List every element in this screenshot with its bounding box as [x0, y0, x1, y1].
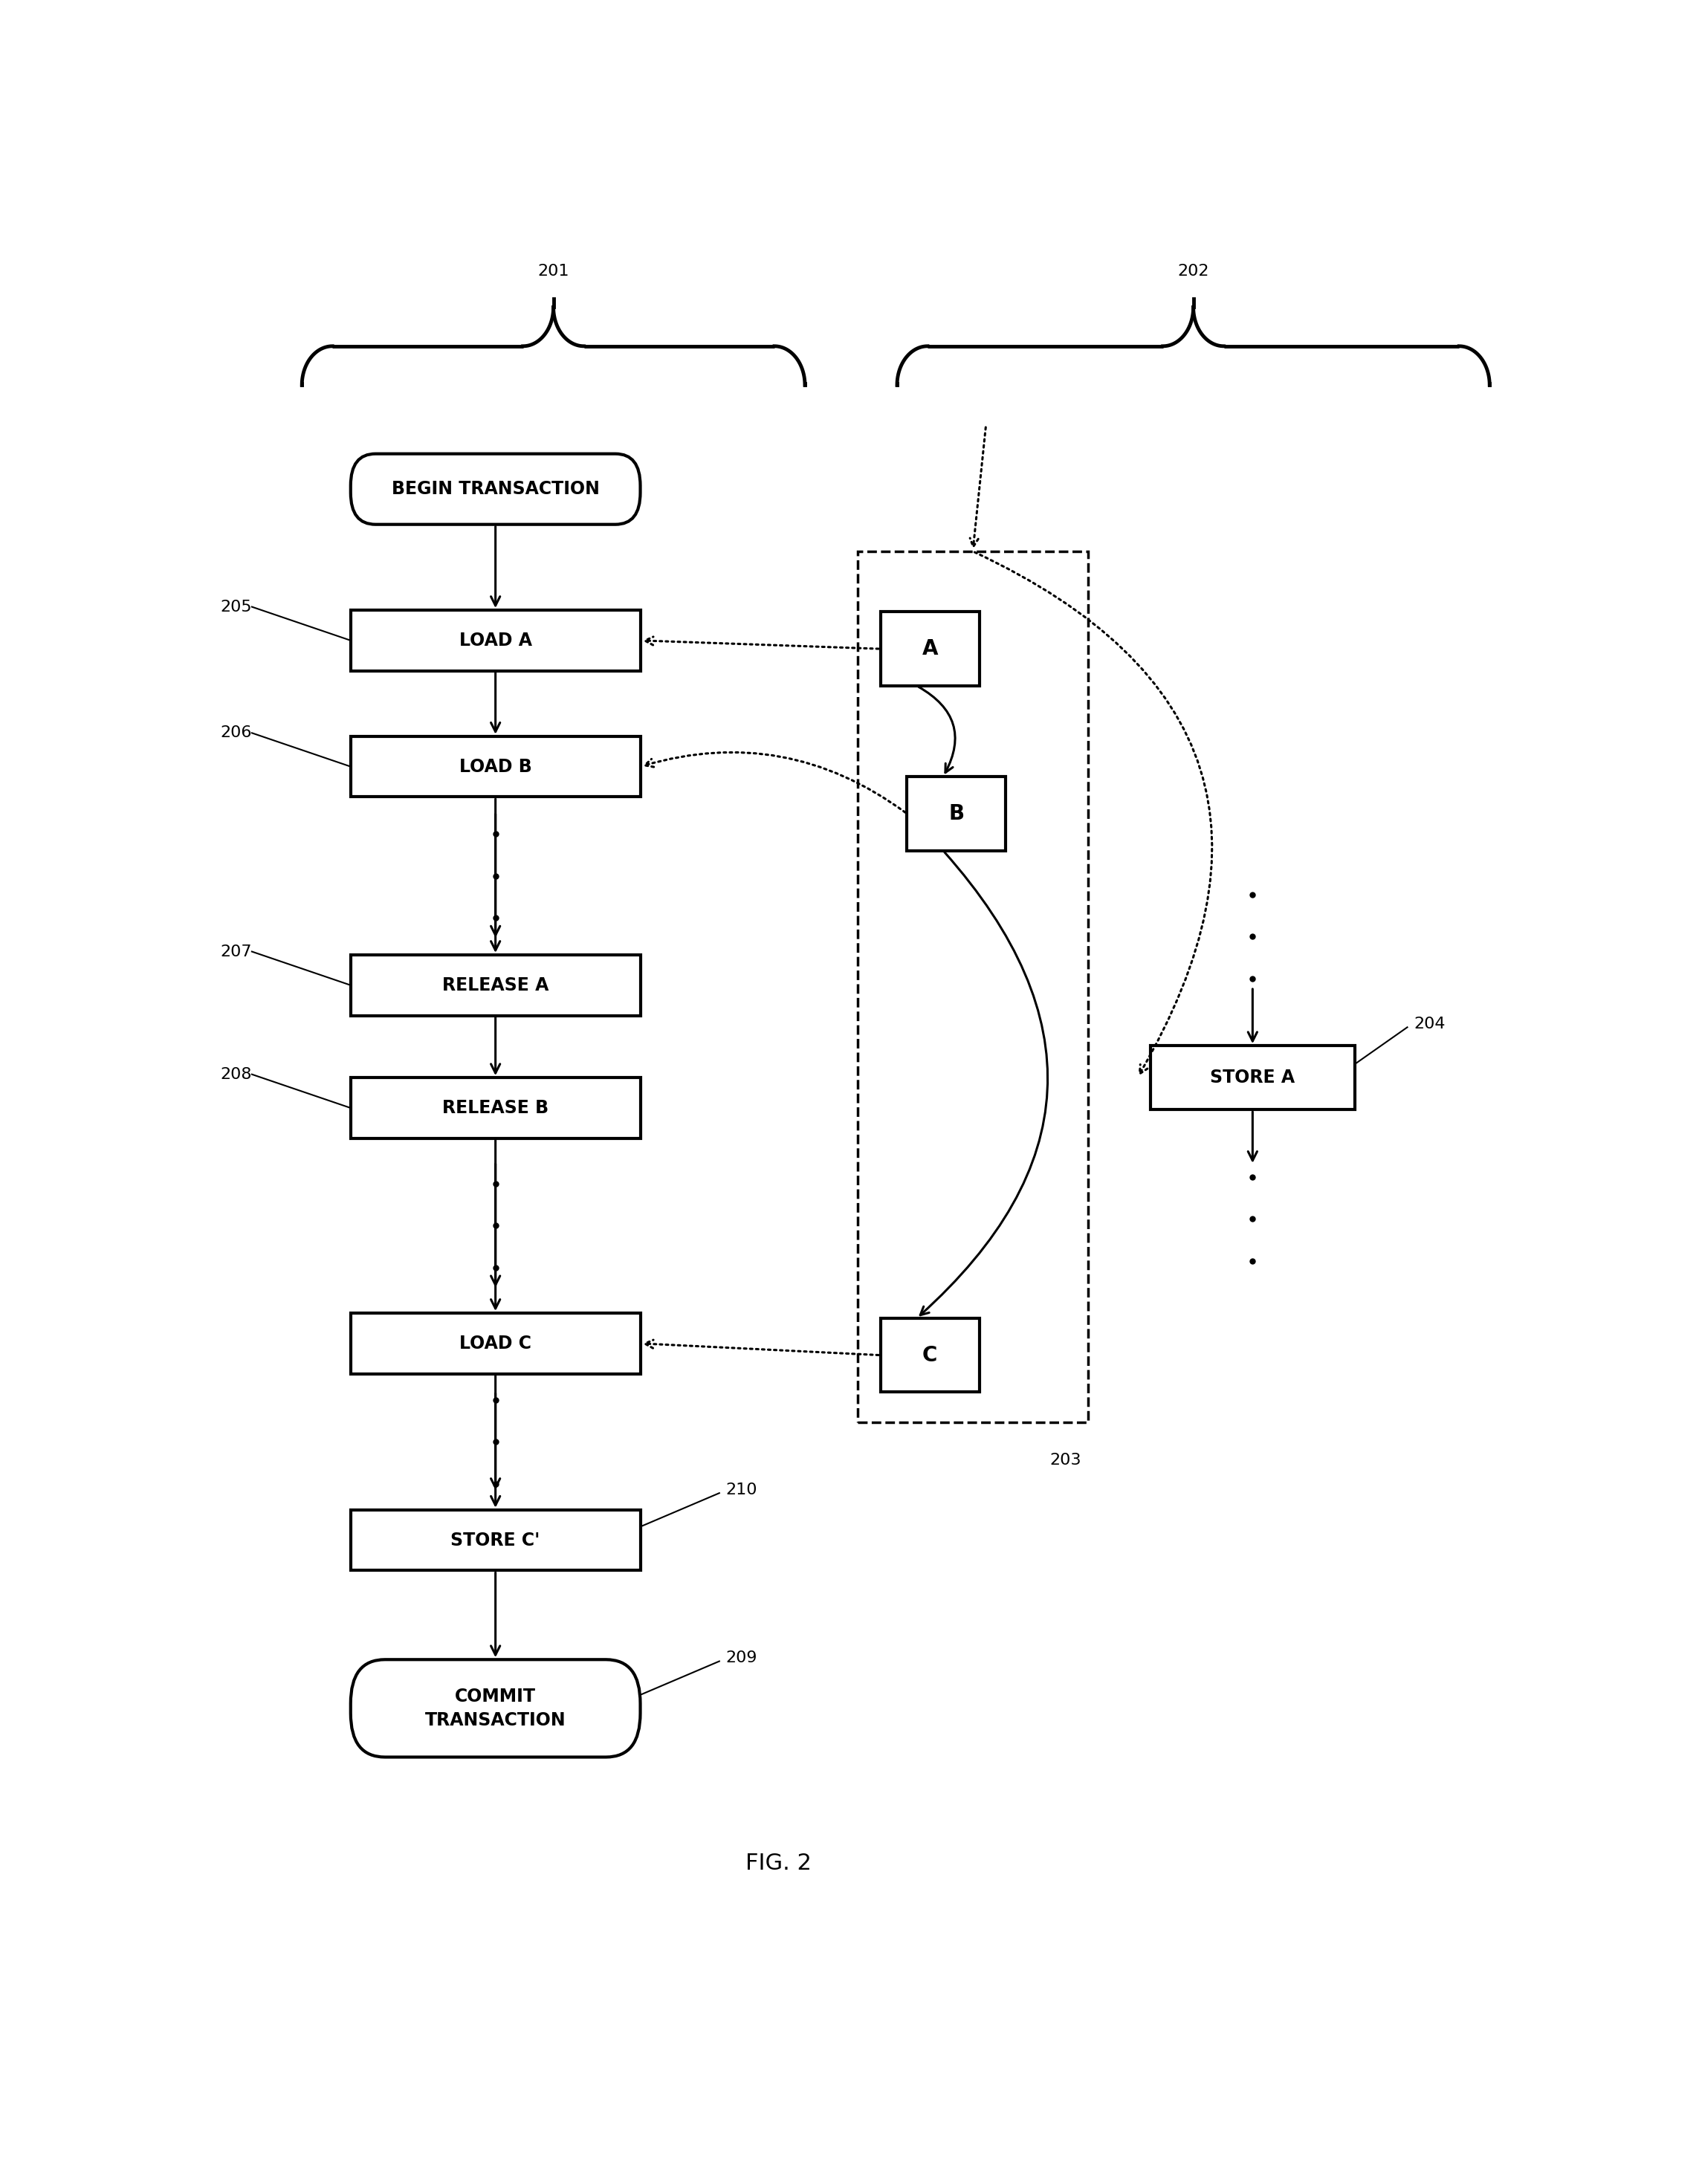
Bar [350, 736, 641, 797]
Text: STORE C': STORE C' [450, 1531, 540, 1548]
FancyBboxPatch shape [350, 454, 641, 524]
Bar [858, 550, 1087, 1422]
Text: 210: 210 [725, 1483, 758, 1498]
Text: A: A [923, 638, 938, 660]
Text: B: B [948, 804, 963, 823]
Bar [350, 609, 641, 670]
Text: STORE A: STORE A [1210, 1068, 1295, 1088]
Text: 202: 202 [1177, 264, 1210, 280]
Text: LOAD A: LOAD A [459, 631, 532, 649]
Text: LOAD B: LOAD B [459, 758, 532, 775]
Text: 204: 204 [1414, 1016, 1446, 1031]
Bar [350, 954, 641, 1016]
Text: RELEASE A: RELEASE A [442, 976, 549, 994]
Bar [350, 1313, 641, 1374]
Text: BEGIN TRANSACTION: BEGIN TRANSACTION [391, 480, 600, 498]
Bar [350, 1077, 641, 1138]
Text: FIG. 2: FIG. 2 [746, 1852, 812, 1874]
Bar [1150, 1046, 1354, 1109]
Bar [880, 612, 979, 686]
Bar [907, 778, 1006, 850]
Text: 209: 209 [725, 1651, 758, 1666]
Text: C: C [923, 1345, 938, 1365]
Text: RELEASE B: RELEASE B [442, 1099, 549, 1116]
Text: 205: 205 [221, 598, 251, 614]
Text: COMMIT
TRANSACTION: COMMIT TRANSACTION [425, 1688, 566, 1730]
Text: LOAD C: LOAD C [459, 1334, 532, 1352]
FancyBboxPatch shape [350, 1660, 641, 1758]
Text: 208: 208 [221, 1068, 251, 1081]
Text: 207: 207 [221, 943, 251, 959]
Text: 206: 206 [221, 725, 251, 740]
Bar [350, 1509, 641, 1570]
Bar [880, 1319, 979, 1391]
Text: 203: 203 [1050, 1452, 1082, 1468]
Text: 201: 201 [537, 264, 569, 280]
